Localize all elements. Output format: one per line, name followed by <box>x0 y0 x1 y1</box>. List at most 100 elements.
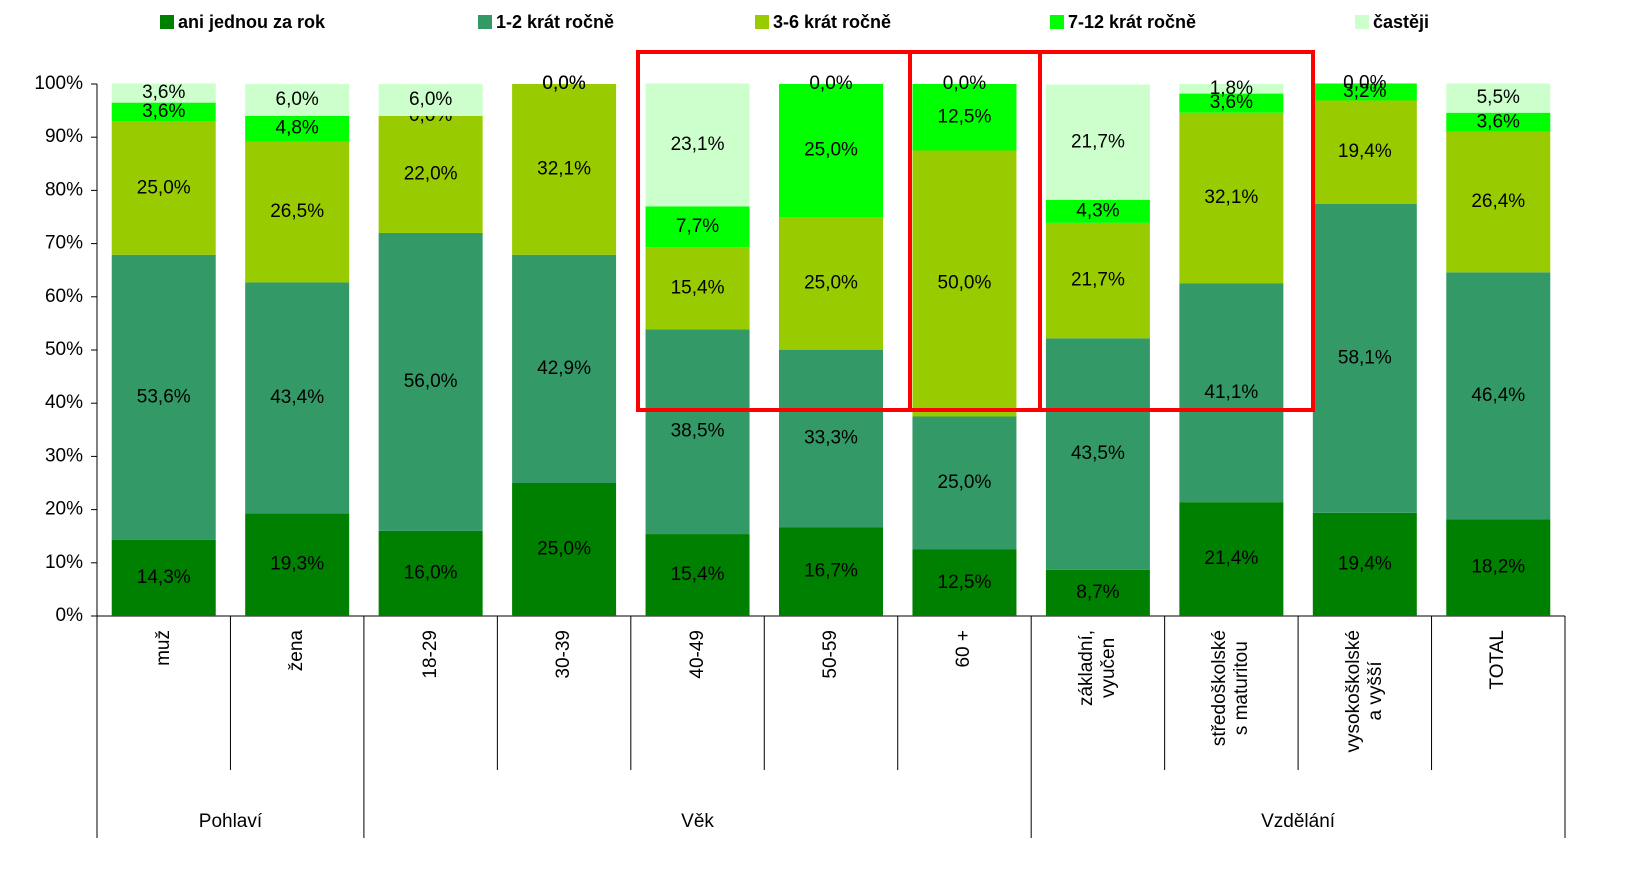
bar-segment <box>1312 512 1417 616</box>
legend-label: ani jednou za rok <box>178 12 326 32</box>
value-label: 12,5% <box>938 572 992 593</box>
value-label: 25,0% <box>938 472 992 493</box>
value-label: 26,5% <box>270 201 324 222</box>
value-label: 12,5% <box>938 106 992 127</box>
highlight-boxes <box>636 50 1315 412</box>
bar-segment <box>512 254 617 483</box>
value-label: 43,5% <box>1071 443 1125 464</box>
value-label: 56,0% <box>404 371 458 392</box>
x-tick-label: 50-59 <box>820 630 841 679</box>
y-tick-label: 80% <box>45 179 83 200</box>
legend-swatch <box>478 15 492 29</box>
bar-segment <box>245 282 350 514</box>
value-label: 22,0% <box>404 163 458 184</box>
value-label: 0,0% <box>809 73 852 94</box>
x-tick-label: 60 + <box>953 630 975 668</box>
value-label: 16,7% <box>804 561 858 582</box>
bar-segment <box>912 549 1017 616</box>
value-label: 16,0% <box>404 562 458 583</box>
y-tick-label: 70% <box>45 233 83 254</box>
value-label: 3,6% <box>142 101 185 122</box>
value-label: 21,7% <box>1071 270 1125 291</box>
value-label: 15,4% <box>671 564 725 585</box>
value-label: 38,5% <box>671 421 725 442</box>
x-tick-label: vysokoškolské a vyšší <box>1342 630 1386 753</box>
y-tick-label: 10% <box>45 552 83 573</box>
y-tick-label: 40% <box>45 392 83 413</box>
bar-segment <box>245 115 350 142</box>
legend-swatch <box>160 15 174 29</box>
bar-segment <box>1179 112 1284 284</box>
bar-segment <box>111 83 216 103</box>
x-tick-label: středoškolské s maturitou <box>1209 630 1253 747</box>
value-label: 32,1% <box>1204 187 1258 208</box>
bar-segment <box>1446 519 1551 616</box>
bar-segment <box>645 83 750 207</box>
bar-segment <box>1045 338 1150 570</box>
y-tick-label: 50% <box>45 339 83 360</box>
bar-segment <box>779 217 883 350</box>
bar-segment <box>645 534 750 616</box>
value-label: 21,4% <box>1204 548 1258 569</box>
bar-segment <box>1045 222 1150 339</box>
x-tick-label: 40-49 <box>686 630 708 679</box>
bar-segment <box>1312 203 1417 513</box>
bar-segment <box>378 232 483 531</box>
x-tick-label: základní, vyučen <box>1075 630 1119 707</box>
value-label: 25,0% <box>804 140 858 161</box>
bar-segment <box>912 150 1017 417</box>
value-label: 14,3% <box>137 567 191 588</box>
bar-segment <box>1446 112 1551 132</box>
value-label: 19,3% <box>270 554 324 575</box>
value-label: 15,4% <box>671 277 725 298</box>
value-label: 3,6% <box>1210 92 1253 113</box>
y-tick-label: 20% <box>45 499 83 520</box>
legend-label: 3-6 krát ročně <box>773 12 891 32</box>
bar-segment <box>245 513 350 616</box>
legend-label: 7-12 krát ročně <box>1068 12 1196 32</box>
value-label: 6,0% <box>276 89 319 110</box>
value-label: 8,7% <box>1076 582 1119 603</box>
bar-segment <box>645 247 750 330</box>
value-label: 50,0% <box>938 273 992 294</box>
bar-segment <box>1045 199 1150 223</box>
value-label: 4,8% <box>276 118 319 139</box>
y-tick-label: 60% <box>45 286 83 307</box>
legend-swatch <box>1050 15 1064 29</box>
y-tick-label: 90% <box>45 126 83 147</box>
value-label: 5,5% <box>1477 87 1520 108</box>
value-label: 46,4% <box>1471 385 1525 406</box>
bar-segment <box>645 206 750 248</box>
bar-segment <box>779 84 883 217</box>
bar-segment <box>1446 272 1551 520</box>
x-tick-label: 18-29 <box>419 630 441 679</box>
bar-segment <box>378 530 483 616</box>
bar-segment <box>1179 283 1284 503</box>
value-label: 3,2% <box>1343 81 1386 102</box>
x-tick-label: TOTAL <box>1487 630 1509 690</box>
value-label: 53,6% <box>137 386 191 407</box>
value-label: 25,0% <box>804 273 858 294</box>
value-label: 6,0% <box>409 89 452 110</box>
bar-segment <box>1045 84 1150 200</box>
bar-segment <box>111 539 216 616</box>
bar-segment <box>1179 93 1284 113</box>
legend-label: častěji <box>1373 12 1429 32</box>
bar-segment <box>512 483 617 616</box>
bar-segment <box>378 115 483 233</box>
bar-segment <box>1179 84 1284 94</box>
x-tick-label: 30-39 <box>553 630 575 679</box>
value-label: 33,3% <box>804 428 858 449</box>
bar-segment <box>1179 502 1284 616</box>
bar-segment <box>912 84 1017 151</box>
value-label: 7,7% <box>676 216 719 237</box>
value-label: 21,7% <box>1071 131 1125 152</box>
value-label: 43,4% <box>270 387 324 408</box>
value-label: 18,2% <box>1471 557 1525 578</box>
value-label: 25,0% <box>537 539 591 560</box>
x-tick-label: muž <box>152 630 174 666</box>
bar-segment <box>512 84 617 255</box>
value-label: 1,8% <box>1210 78 1253 99</box>
value-label: 3,6% <box>1477 111 1520 132</box>
value-label: 4,3% <box>1076 200 1119 221</box>
